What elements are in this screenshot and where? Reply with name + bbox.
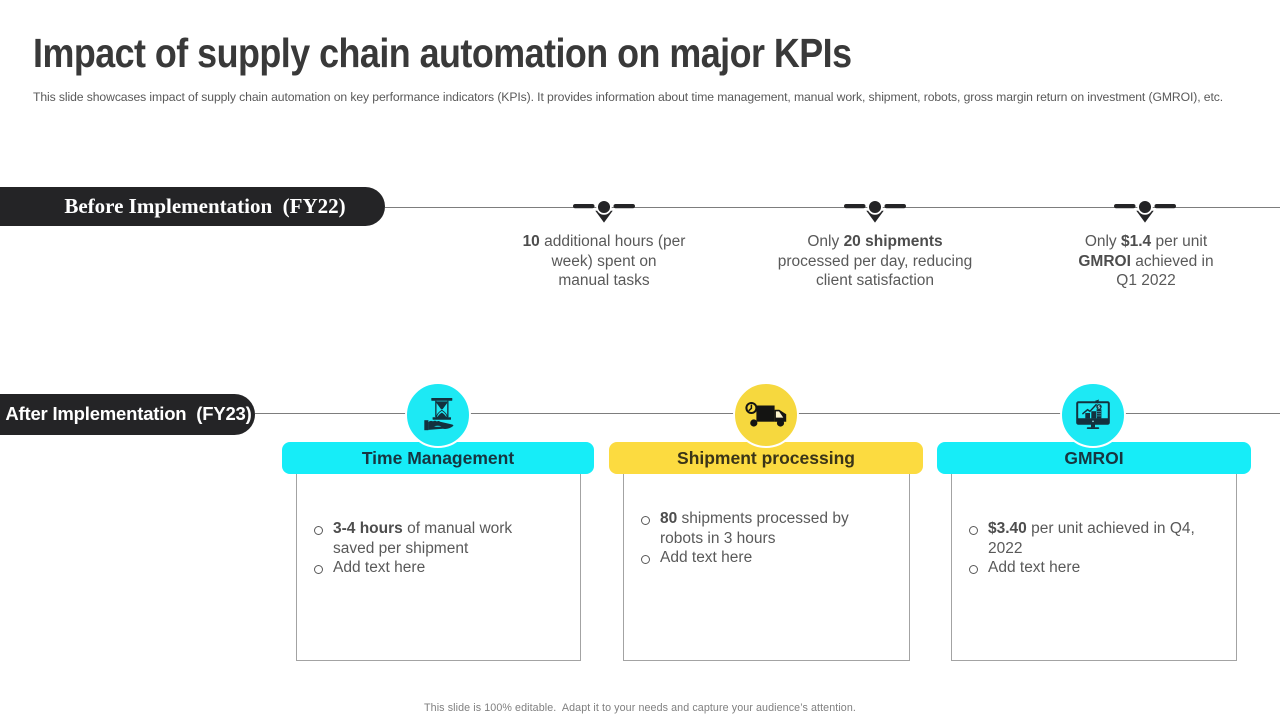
svg-text:$: $ [1097, 404, 1100, 410]
